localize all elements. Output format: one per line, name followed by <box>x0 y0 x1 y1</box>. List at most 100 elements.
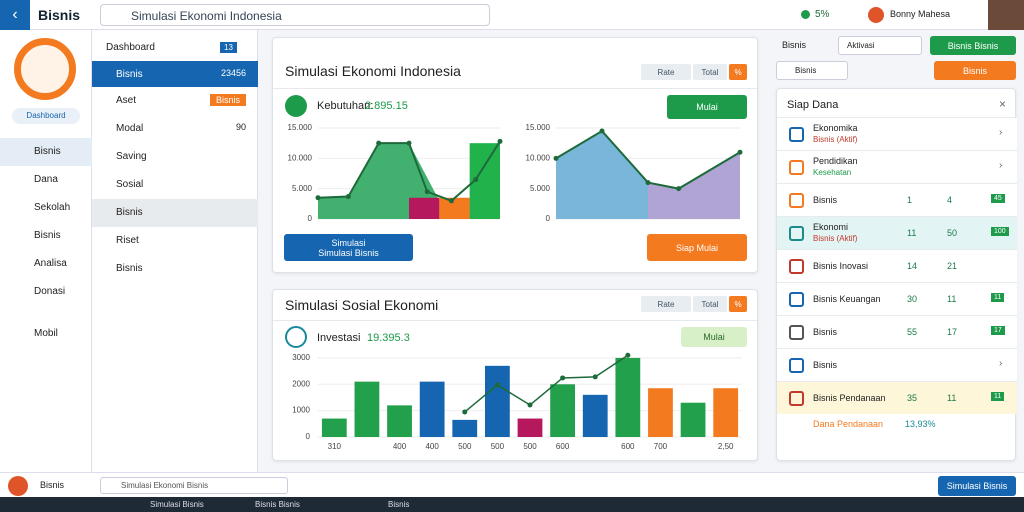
list-item[interactable]: Bisnis Pendanaan 35 11 11 <box>777 381 1017 414</box>
nav-item[interactable]: Modal 90 <box>92 115 258 143</box>
bar <box>680 402 706 437</box>
y-tick-label: 5.000 <box>530 184 551 193</box>
item-a: 1 <box>907 195 913 205</box>
simulate-button[interactable]: Simulasi Bisnis <box>938 476 1016 496</box>
y-tick-label: 3000 <box>292 353 310 362</box>
point <box>676 186 682 192</box>
item-icon <box>789 259 804 274</box>
point <box>406 140 412 146</box>
item-a: 30 <box>907 294 918 304</box>
icon <box>285 95 307 117</box>
bar <box>452 419 478 437</box>
nav-item[interactable]: Bisnis <box>92 255 258 283</box>
nav-label: Bisnis <box>116 69 143 80</box>
item-label: Bisnis <box>813 195 838 205</box>
bar <box>409 197 440 219</box>
nav-item[interactable]: Bisnis 23456 <box>92 61 258 87</box>
list-item[interactable]: Pendidikan Kesehatan › <box>777 150 1017 183</box>
item-label: Bisnis Inovasi <box>813 261 869 271</box>
item-icon <box>789 160 804 175</box>
nav-item[interactable]: Mobil <box>34 328 58 339</box>
stat-value: 2.895.15 <box>365 100 408 112</box>
list-item[interactable]: Bisnis 1 4 45 <box>777 183 1017 216</box>
start-button[interactable]: Mulai <box>667 95 747 119</box>
list-item[interactable]: Bisnis › <box>777 348 1017 381</box>
item-badge: 11 <box>991 293 1005 302</box>
subnav-title: Dashboard <box>106 42 155 53</box>
item-label: Bisnis Pendanaan <box>813 393 886 403</box>
list-item[interactable]: Bisnis Inovasi 14 21 <box>777 249 1017 282</box>
list-item[interactable]: Ekonomika Bisnis (Aktif) › <box>777 117 1017 150</box>
item-badge: 17 <box>991 326 1005 335</box>
point <box>497 138 503 144</box>
area <box>648 152 740 219</box>
point <box>345 194 351 200</box>
orange-button[interactable]: Bisnis <box>934 61 1016 80</box>
nav-item[interactable]: Aset Bisnis <box>92 87 258 115</box>
task[interactable]: Bisnis Bisnis <box>255 500 300 509</box>
nav-item[interactable]: Sekolah <box>34 202 71 213</box>
tab[interactable]: Rate <box>641 64 691 80</box>
start-button[interactable]: Mulai <box>681 327 747 347</box>
tab[interactable]: Total <box>693 296 727 312</box>
nav-item[interactable]: Analisa <box>34 258 67 269</box>
area <box>556 131 648 219</box>
nav-item[interactable]: Riset <box>92 227 258 255</box>
dashboard-button[interactable]: Dashboard <box>12 108 80 124</box>
label: Bisnis <box>40 480 65 490</box>
list-item[interactable]: Bisnis 55 17 17 <box>777 315 1017 348</box>
tab[interactable]: Rate <box>641 296 691 312</box>
tab[interactable]: % <box>729 296 747 312</box>
task[interactable]: Bisnis <box>388 500 410 509</box>
search-box[interactable]: Simulasi Ekonomi Bisnis <box>100 477 288 494</box>
button-text: Simulasi <box>331 237 366 248</box>
item-b: 17 <box>947 327 958 337</box>
nav-label: Modal <box>116 123 144 134</box>
status-dot <box>801 10 810 19</box>
point <box>315 195 321 201</box>
nav-item[interactable]: Donasi <box>34 286 66 297</box>
nav-item[interactable]: Bisnis <box>92 199 258 227</box>
nav-item[interactable]: Bisnis <box>0 138 92 166</box>
item-a: 11 <box>907 228 917 238</box>
nav-item[interactable]: Bisnis <box>34 230 61 241</box>
list-item[interactable]: Ekonomi Bisnis (Aktif) 11 50 100 <box>777 216 1017 249</box>
divider <box>273 320 759 321</box>
point <box>473 177 479 183</box>
tab[interactable]: % <box>729 64 747 80</box>
task[interactable]: Simulasi Bisnis <box>150 500 204 509</box>
item-badge: 100 <box>991 227 1009 236</box>
nav-label: Bisnis <box>116 207 143 218</box>
list-item[interactable]: Bisnis Keuangan 30 11 11 <box>777 282 1017 315</box>
close[interactable]: × <box>999 97 1007 111</box>
x-tick-label: 400 <box>425 442 439 451</box>
ready-button[interactable]: Siap Mulai <box>647 234 747 261</box>
x-tick-label: 600 <box>621 442 635 451</box>
nav-item[interactable]: Saving <box>92 143 258 171</box>
item-label: Ekonomika <box>813 123 858 133</box>
user-name[interactable]: Bonny Mahesa <box>890 9 951 19</box>
nav-item[interactable]: Sosial <box>92 171 258 199</box>
item-b: 21 <box>947 261 958 271</box>
simulate-button[interactable]: Simulasi Simulasi Bisnis <box>284 234 413 261</box>
line <box>317 140 501 202</box>
tab[interactable]: Total <box>693 64 727 80</box>
search-box[interactable]: Simulasi Ekonomi Indonesia <box>100 4 490 26</box>
y-tick-label: 0 <box>546 214 551 223</box>
nav-item[interactable]: Dana <box>34 174 58 185</box>
item-icon <box>789 292 804 307</box>
item-label: Bisnis Keuangan <box>813 294 881 304</box>
green-button[interactable]: Bisnis Bisnis <box>930 36 1016 55</box>
back-button[interactable]: ‹ <box>0 0 30 30</box>
app-bar: Bisnis Simulasi Ekonomi Bisnis Simulasi … <box>0 472 1024 497</box>
stat-label: Kebutuhan: <box>317 100 374 112</box>
item-b: 11 <box>947 294 957 304</box>
dropdown[interactable]: Bisnis <box>776 61 848 80</box>
y-tick-label: 10.000 <box>526 153 551 162</box>
dropdown[interactable]: Aktivasi <box>838 36 922 55</box>
item-icon <box>789 358 804 373</box>
item-label: Bisnis <box>813 327 838 337</box>
nav-label: Sosial <box>116 179 144 190</box>
nav-list: Bisnis Dana Sekolah Bisnis Analisa Donasi Mobi… <box>0 138 92 348</box>
